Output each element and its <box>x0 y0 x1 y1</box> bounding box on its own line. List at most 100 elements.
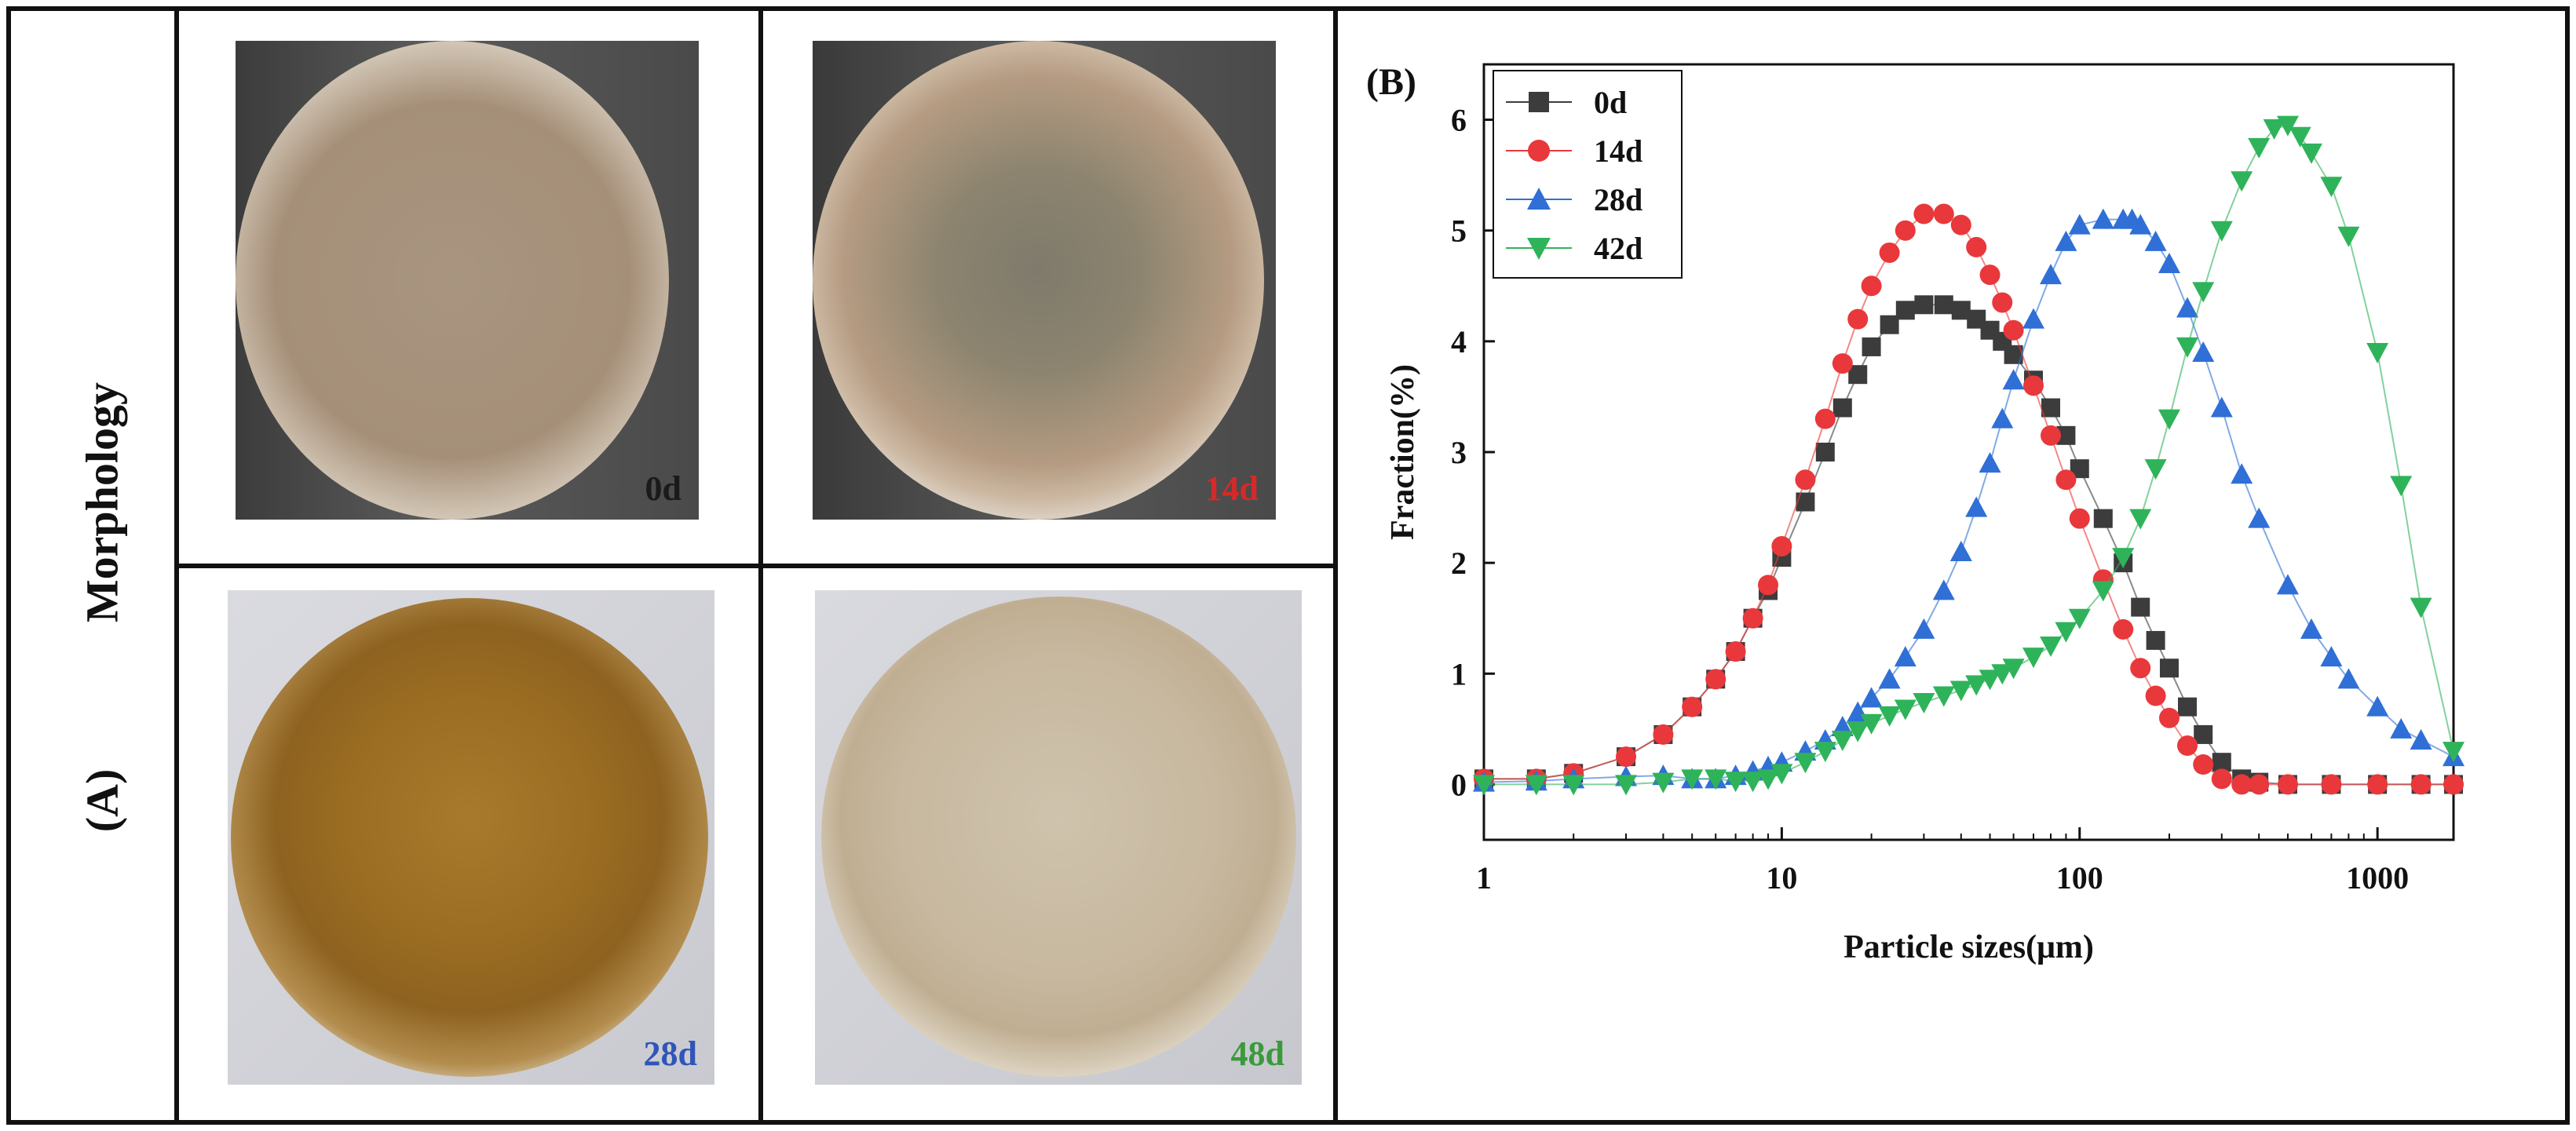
petri-dish-28d <box>231 598 708 1077</box>
data-point-0d <box>2159 659 2179 678</box>
data-point-42d <box>1965 675 1988 696</box>
data-point-42d <box>1652 772 1675 794</box>
data-point-14d <box>1682 696 1703 717</box>
data-point-28d <box>2040 264 2063 285</box>
data-point-28d <box>2192 341 2215 362</box>
data-point-28d <box>1949 541 1972 562</box>
data-point-0d <box>1796 492 1815 512</box>
photo-14d: 14d <box>813 41 1276 520</box>
data-point-14d <box>2443 774 2464 795</box>
data-point-28d <box>2276 574 2299 595</box>
data-point-28d <box>2231 463 2253 484</box>
photo-label-14d: 14d <box>1204 469 1259 508</box>
legend-marker-28d <box>1527 188 1551 210</box>
data-point-42d <box>2231 171 2253 192</box>
data-point-28d <box>2248 507 2271 528</box>
data-point-42d <box>1991 664 2014 685</box>
data-point-14d <box>1832 353 1853 374</box>
data-point-28d <box>2410 728 2432 750</box>
divider-row <box>174 564 1338 568</box>
petri-dish-0d <box>236 41 669 520</box>
data-point-14d <box>2367 774 2388 795</box>
x-tick-label: 100 <box>2056 860 2103 896</box>
data-point-14d <box>2003 319 2024 341</box>
data-point-28d <box>2366 695 2389 717</box>
data-point-42d <box>2002 659 2025 680</box>
data-point-42d <box>2176 337 2199 358</box>
data-point-28d <box>2337 668 2360 689</box>
data-point-28d <box>1932 579 1955 600</box>
data-point-42d <box>2289 126 2311 148</box>
data-point-14d <box>2041 425 2062 446</box>
data-point-42d <box>1757 769 1780 790</box>
panel-b-label: (B) <box>1366 61 1416 103</box>
data-point-42d <box>1473 775 1495 796</box>
data-point-42d <box>1615 775 1638 796</box>
panel-a-label: (A) <box>76 768 128 833</box>
y-tick-label: 2 <box>1451 545 1467 581</box>
data-point-0d <box>2212 753 2231 772</box>
data-point-14d <box>2321 774 2342 795</box>
data-point-42d <box>1794 753 1817 774</box>
data-point-42d <box>2210 221 2233 242</box>
data-point-28d <box>1860 687 1883 708</box>
data-point-14d <box>1992 292 2013 313</box>
panel-a-side-label: Morphology (A) <box>31 31 173 1099</box>
photo-label-0d: 0d <box>645 469 681 508</box>
data-point-14d <box>2158 707 2180 728</box>
data-point-42d <box>1860 713 1883 735</box>
data-point-42d <box>2040 637 2063 657</box>
data-point-28d <box>2300 618 2322 639</box>
photo-48d: 48d <box>815 590 1302 1085</box>
data-point-28d <box>2144 230 2167 251</box>
data-point-28d <box>2210 396 2233 418</box>
data-point-14d <box>1616 746 1637 768</box>
data-point-14d <box>1950 214 1971 235</box>
data-point-14d <box>2023 375 2044 396</box>
data-point-42d <box>1705 769 1727 790</box>
data-point-14d <box>1742 607 1763 629</box>
data-point-0d <box>1832 398 1852 418</box>
x-tick-label: 1 <box>1476 860 1492 896</box>
data-point-14d <box>1966 236 1987 257</box>
data-point-42d <box>2443 742 2465 763</box>
data-point-42d <box>2248 137 2271 159</box>
data-point-28d <box>1894 646 1916 667</box>
data-point-42d <box>1979 669 2001 691</box>
legend-box <box>1493 70 1683 279</box>
data-point-14d <box>1861 275 1882 297</box>
data-point-42d <box>2068 608 2091 629</box>
data-point-28d <box>2002 369 2025 390</box>
data-point-14d <box>2277 774 2298 795</box>
y-tick-label: 1 <box>1451 656 1467 691</box>
morphology-label: Morphology <box>76 381 128 623</box>
data-point-28d <box>1878 668 1901 689</box>
data-point-14d <box>1847 308 1869 330</box>
legend-label-28d: 28d <box>1594 182 1642 217</box>
data-point-42d <box>1770 764 1793 785</box>
data-point-14d <box>1879 242 1900 263</box>
x-tick-label: 1000 <box>2346 860 2409 896</box>
data-point-42d <box>1741 772 1764 793</box>
data-point-42d <box>1949 680 1972 702</box>
legend-marker-0d <box>1529 92 1549 112</box>
y-tick-label: 4 <box>1451 324 1467 359</box>
data-point-14d <box>1771 535 1792 556</box>
legend-label-42d: 42d <box>1594 231 1642 266</box>
data-point-42d <box>2092 581 2114 602</box>
data-point-42d <box>2410 597 2432 618</box>
legend-marker-14d <box>1528 140 1550 162</box>
data-point-14d <box>1653 724 1674 745</box>
data-point-14d <box>2211 768 2232 790</box>
data-point-42d <box>1932 686 1955 707</box>
y-tick-label: 6 <box>1451 103 1467 138</box>
y-tick-label: 0 <box>1451 767 1467 802</box>
data-point-28d <box>2129 213 2152 235</box>
data-point-28d <box>2068 213 2091 235</box>
data-point-0d <box>2041 398 2061 418</box>
data-point-14d <box>1758 575 1779 596</box>
data-point-14d <box>1725 641 1746 662</box>
data-point-28d <box>1979 452 2001 473</box>
data-point-28d <box>2092 208 2114 229</box>
data-point-42d <box>1831 730 1854 751</box>
